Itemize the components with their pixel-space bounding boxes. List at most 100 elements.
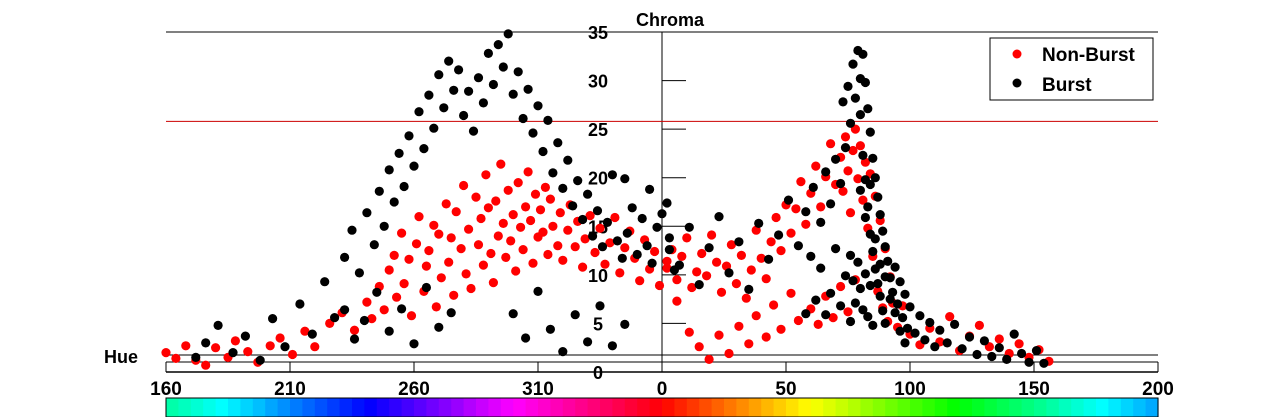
burst-point [454, 65, 464, 75]
burst-point [558, 183, 568, 193]
burst-point [645, 184, 655, 194]
burst-point [885, 294, 895, 304]
burst-point [893, 299, 903, 309]
y-tick-label: 10 [588, 266, 608, 286]
colorbar-segment [686, 398, 700, 417]
non-burst-point [662, 256, 672, 266]
non-burst-point [201, 360, 211, 370]
non-burst-point [994, 334, 1004, 344]
colorbar-segment [203, 398, 217, 417]
non-burst-point [776, 246, 786, 256]
colorbar-segment [1021, 398, 1035, 417]
colorbar-segment [414, 398, 427, 417]
burst-point [384, 326, 394, 336]
colorbar-segment [1034, 398, 1047, 417]
burst-point [957, 344, 967, 354]
non-burst-point [855, 141, 866, 151]
burst-point [545, 324, 556, 334]
burst-point [372, 287, 382, 297]
burst-point [838, 97, 848, 107]
burst-point [979, 336, 990, 346]
non-burst-point [771, 212, 781, 223]
burst-point [816, 217, 826, 227]
colorbar-segment [178, 398, 192, 417]
burst-point [873, 279, 883, 289]
burst-point [848, 59, 858, 69]
burst-point [845, 250, 856, 260]
burst-point [734, 237, 744, 247]
non-burst-point [478, 260, 488, 270]
colorbar-segment [538, 398, 551, 417]
burst-point [875, 210, 885, 220]
non-burst-point [858, 195, 868, 205]
burst-point [384, 165, 394, 175]
burst-point [853, 257, 863, 267]
colorbar-segment [451, 398, 465, 417]
burst-point [858, 305, 868, 315]
burst-point [612, 236, 623, 246]
non-burst-point [399, 279, 409, 289]
burst-point [459, 110, 469, 121]
colorbar-segment [352, 398, 365, 417]
burst-point [863, 202, 873, 212]
non-burst-point [456, 244, 466, 254]
burst-point [359, 315, 369, 326]
colorbar-segment [959, 398, 973, 417]
burst-point [573, 176, 583, 186]
colorbar-segment [587, 398, 601, 417]
series-burst [191, 29, 1049, 368]
colorbar-segment [1046, 398, 1060, 417]
burst-point [354, 268, 364, 278]
non-burst-point [414, 212, 424, 222]
burst-point [898, 313, 908, 323]
burst-point [821, 310, 831, 320]
burst-point [806, 251, 816, 261]
non-burst-point [974, 320, 985, 330]
burst-point [865, 280, 875, 291]
non-burst-point [518, 245, 528, 255]
burst-point [478, 98, 488, 108]
burst-point [240, 331, 250, 341]
colorbar-segment [724, 398, 737, 417]
non-burst-point [501, 252, 511, 262]
non-burst-point [503, 185, 513, 195]
non-burst-point [724, 348, 734, 359]
colorbar-segment [277, 398, 291, 417]
burst-point [583, 189, 593, 199]
non-burst-point [558, 255, 568, 265]
colorbar-segment [612, 398, 626, 417]
non-burst-point [451, 207, 461, 217]
burst-point [473, 73, 484, 83]
colorbar-segment [835, 398, 849, 417]
non-burst-point [555, 208, 565, 218]
burst-point [620, 174, 630, 184]
colorbar-segment [1096, 398, 1109, 417]
non-burst-point [535, 205, 546, 215]
burst-point [831, 154, 841, 164]
non-burst-point [791, 204, 801, 214]
colorbar-segment [389, 398, 403, 417]
non-burst-point [563, 225, 573, 235]
non-burst-point [726, 240, 737, 250]
colorbar-segment [426, 398, 440, 417]
hue-colorbar-frame [165, 397, 1159, 417]
burst-point [607, 341, 618, 351]
burst-point [840, 143, 851, 153]
burst-point [434, 322, 444, 332]
non-burst-point [473, 240, 484, 250]
burst-point [816, 263, 826, 273]
burst-point [602, 217, 613, 227]
colorbar-segment [1133, 398, 1147, 417]
burst-point [592, 206, 603, 216]
burst-point [543, 115, 553, 125]
non-burst-point [945, 312, 955, 322]
burst-point [409, 339, 419, 349]
non-burst-point [796, 177, 806, 187]
colorbar-segment [401, 398, 415, 417]
non-burst-point [526, 215, 536, 226]
non-burst-point [654, 280, 665, 291]
x-tick-label: 310 [522, 379, 554, 400]
burst-point [664, 233, 675, 243]
burst-point [419, 144, 429, 154]
burst-point [374, 186, 384, 196]
